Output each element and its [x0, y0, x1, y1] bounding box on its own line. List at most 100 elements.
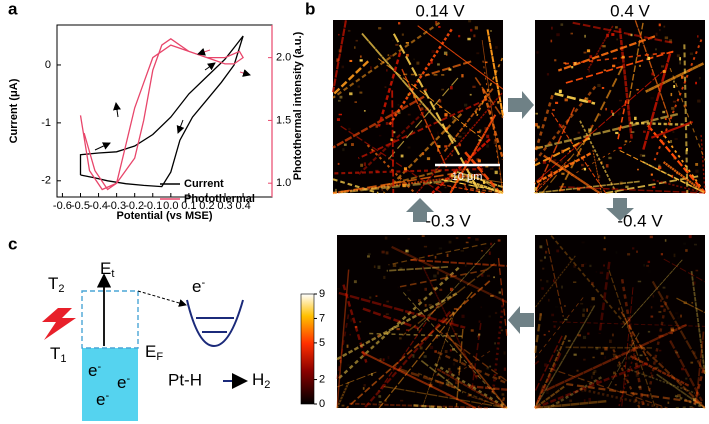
speckle — [412, 354, 415, 358]
speckle — [673, 253, 676, 258]
speckle — [582, 308, 586, 312]
colorbar-tick-label: 5 — [319, 337, 325, 349]
speckle — [351, 143, 354, 146]
speckle — [551, 26, 553, 30]
speckle — [444, 145, 448, 148]
fiber — [674, 394, 706, 410]
fiber — [336, 381, 350, 409]
speckle — [436, 374, 439, 377]
speckle — [663, 33, 666, 35]
speckle — [617, 126, 622, 131]
speckle — [588, 69, 590, 73]
speckle — [560, 159, 563, 163]
speckle — [556, 349, 559, 352]
fiber — [500, 397, 506, 409]
micrograph — [533, 20, 706, 194]
speckle — [413, 58, 415, 61]
y2-tick-label: 2.0 — [276, 52, 291, 64]
fiber — [534, 158, 571, 194]
fiber — [547, 376, 603, 410]
speckle — [448, 240, 452, 244]
speckle — [663, 25, 666, 28]
speckle — [553, 159, 557, 162]
speckle — [634, 116, 637, 120]
speckle — [377, 265, 381, 270]
speckle — [444, 34, 447, 37]
speckle — [481, 249, 483, 252]
speckle — [573, 281, 577, 283]
speckle — [445, 54, 448, 56]
speckle — [631, 131, 635, 134]
speckle — [494, 170, 498, 175]
fiber — [627, 368, 696, 394]
speckle — [378, 340, 381, 342]
speckle — [680, 75, 684, 79]
speckle — [669, 70, 672, 73]
speckle — [497, 239, 501, 242]
speckle — [636, 88, 639, 91]
speckle — [491, 391, 494, 394]
speckle — [658, 349, 662, 352]
speckle — [627, 253, 631, 256]
speckle — [449, 287, 453, 291]
speckle — [426, 157, 431, 161]
energy-diagram: Et T2 T1 EF e- e- e- e- Pt-H H2 — [42, 259, 270, 421]
panel-label: c — [8, 234, 17, 253]
speckle — [679, 61, 682, 65]
speckle — [591, 281, 594, 285]
speckle — [341, 404, 345, 407]
electron: e- — [96, 390, 109, 410]
speckle — [386, 300, 389, 303]
fiber — [370, 169, 441, 191]
speckle — [478, 320, 481, 323]
speckle — [680, 314, 682, 318]
sequence-arrows — [406, 91, 634, 334]
panel-label: b — [305, 0, 315, 18]
speckle — [500, 329, 503, 332]
speckle — [444, 186, 447, 189]
speckle — [348, 127, 351, 131]
speckle — [591, 297, 595, 301]
speckle — [558, 89, 562, 94]
fiber — [357, 98, 488, 160]
speckle — [658, 166, 662, 169]
speckle — [560, 189, 564, 192]
fiber — [652, 179, 706, 194]
speckle — [493, 276, 495, 279]
speckle — [375, 169, 379, 173]
speckle — [660, 253, 664, 256]
micrograph — [533, 235, 706, 410]
speckle — [418, 299, 421, 302]
speckle — [481, 273, 484, 277]
speckle — [639, 354, 643, 357]
speckle — [401, 33, 404, 36]
speckle — [536, 51, 539, 54]
speckle — [470, 329, 474, 332]
speckle — [660, 334, 664, 337]
speckle — [407, 93, 410, 97]
fiber — [533, 186, 538, 194]
fiber — [383, 385, 508, 409]
speckle — [381, 189, 384, 191]
speckle — [403, 167, 408, 171]
speckle — [611, 33, 615, 36]
fiber — [476, 400, 486, 409]
speckle — [637, 280, 642, 283]
fiber — [378, 303, 440, 392]
speckle — [485, 268, 489, 270]
speckle — [359, 320, 362, 323]
speckle — [490, 30, 493, 32]
speckle — [553, 279, 555, 283]
speckle — [357, 85, 360, 88]
fiber — [340, 125, 443, 194]
speckle — [587, 332, 590, 335]
speckle — [558, 124, 562, 128]
fiber — [639, 344, 706, 409]
speckle — [363, 110, 366, 112]
legend-label: Photothermal — [184, 193, 255, 205]
speckle — [382, 358, 385, 362]
speckle — [377, 389, 380, 392]
speckle — [695, 81, 697, 85]
fiber — [620, 311, 650, 362]
speckle — [689, 52, 693, 56]
